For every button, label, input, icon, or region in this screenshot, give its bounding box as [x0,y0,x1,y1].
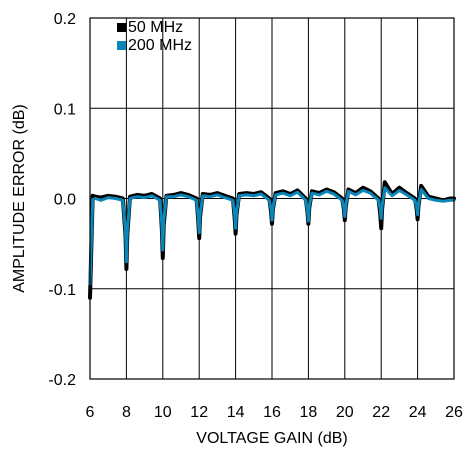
x-axis-title: VOLTAGE GAIN (dB) [196,430,347,447]
x-tick-label: 22 [372,404,390,421]
x-tick-label: 16 [263,404,281,421]
x-tick-label: 12 [190,404,208,421]
y-axis-title: AMPLITUDE ERROR (dB) [11,104,28,292]
legend-swatch [117,41,126,50]
legend-swatch [117,23,126,32]
y-tick-label: 0.0 [54,192,76,209]
legend-label: 50 MHz [128,19,183,36]
series-lines [88,180,456,300]
x-tick-label: 14 [227,404,245,421]
legend-label: 200 MHz [128,37,192,54]
x-tick-labels: 6 8 10 12 14 16 18 20 22 24 26 [86,404,463,421]
x-tick-label: 18 [300,404,318,421]
x-tick-label: 24 [409,404,427,421]
plot-frame [89,17,455,380]
series-line-200mhz [88,186,456,286]
y-tick-label: 0.1 [54,101,76,118]
y-tick-label: 0.2 [54,11,76,28]
x-tick-label: 10 [154,404,172,421]
x-tick-label: 26 [445,404,463,421]
y-tick-labels: 0.2 0.1 0.0 -0.1 -0.2 [48,11,76,389]
x-tick-label: 6 [86,404,95,421]
x-tick-label: 20 [336,404,354,421]
y-tick-label: -0.2 [48,372,76,389]
y-tick-label: -0.1 [48,282,76,299]
x-tick-label: 8 [122,404,131,421]
